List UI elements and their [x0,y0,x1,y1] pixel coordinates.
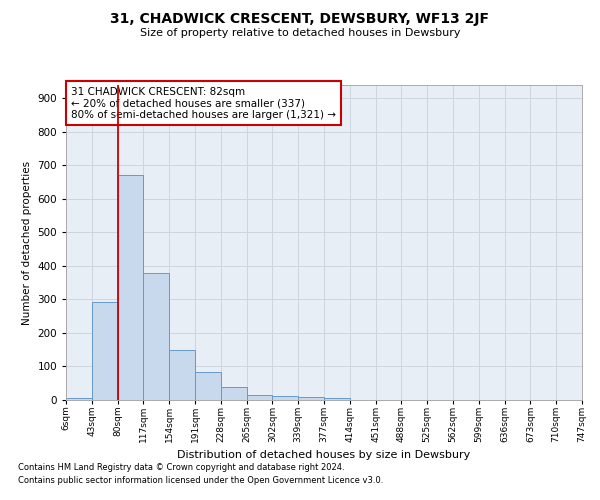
Bar [272,396,298,400]
Bar [118,176,143,400]
Text: 31, CHADWICK CRESCENT, DEWSBURY, WF13 2JF: 31, CHADWICK CRESCENT, DEWSBURY, WF13 2J… [110,12,490,26]
X-axis label: Distribution of detached houses by size in Dewsbury: Distribution of detached houses by size … [178,450,470,460]
Bar [143,272,169,400]
Bar [169,350,195,400]
Text: Size of property relative to detached houses in Dewsbury: Size of property relative to detached ho… [140,28,460,38]
Text: Contains public sector information licensed under the Open Government Licence v3: Contains public sector information licen… [18,476,383,485]
Bar [221,388,247,400]
Bar [92,302,118,400]
Bar [195,372,221,400]
Y-axis label: Number of detached properties: Number of detached properties [22,160,32,324]
Bar [247,396,272,400]
Bar [298,396,324,400]
Bar [324,398,350,400]
Text: Contains HM Land Registry data © Crown copyright and database right 2024.: Contains HM Land Registry data © Crown c… [18,464,344,472]
Text: 31 CHADWICK CRESCENT: 82sqm
← 20% of detached houses are smaller (337)
80% of se: 31 CHADWICK CRESCENT: 82sqm ← 20% of det… [71,86,336,120]
Bar [66,398,92,400]
